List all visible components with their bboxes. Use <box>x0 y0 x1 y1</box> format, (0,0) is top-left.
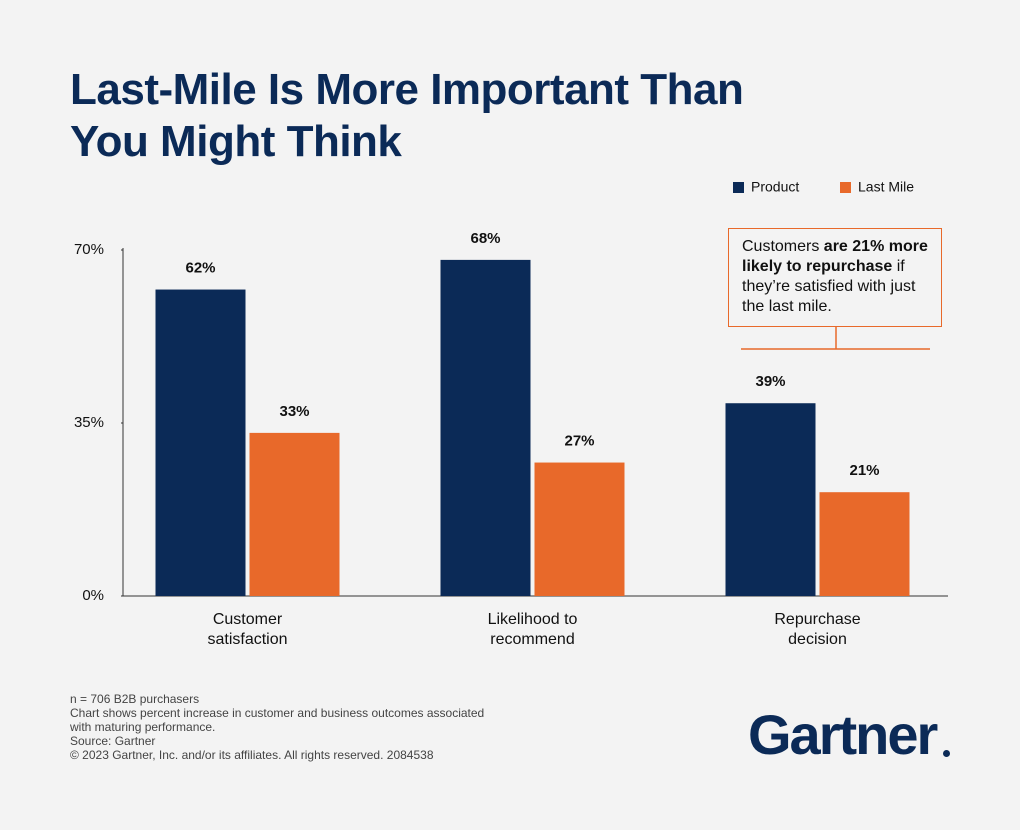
legend-swatch <box>733 182 744 193</box>
footnote: Chart shows percent increase in customer… <box>70 706 485 734</box>
footnotes: n = 706 B2B purchasers Chart shows percen… <box>70 692 490 762</box>
value-label: 62% <box>185 260 215 277</box>
footnote: © 2023 Gartner, Inc. and/or its affiliat… <box>70 748 434 762</box>
bar <box>155 289 246 596</box>
bar <box>249 432 340 596</box>
value-label: 33% <box>279 403 309 420</box>
y-tick-label: 0% <box>82 587 104 604</box>
bar <box>440 259 531 596</box>
value-label: 68% <box>470 230 500 247</box>
legend-swatch <box>840 182 851 193</box>
legend-label: Last Mile <box>858 179 914 195</box>
annotation-text: if they’re satisfied with just the last … <box>742 258 916 315</box>
value-label: 27% <box>564 433 594 450</box>
bar <box>725 403 816 596</box>
annotation-text: Customers <box>742 238 824 255</box>
footnote: Source: Gartner <box>70 734 156 748</box>
bar <box>819 492 910 596</box>
x-tick-label: Customer satisfaction <box>207 611 288 648</box>
bar <box>534 462 625 596</box>
y-tick-label: 35% <box>74 414 104 431</box>
legend-label: Product <box>751 179 799 195</box>
logo-mark <box>943 750 950 757</box>
x-tick-label: Repurchase decision <box>774 611 861 648</box>
y-tick-label: 70% <box>74 241 104 258</box>
value-label: 21% <box>849 462 879 479</box>
chart-title: Last-Mile Is More Important Than You Mig… <box>70 65 744 166</box>
logo: Gartner <box>748 703 938 766</box>
value-label: 39% <box>755 373 785 390</box>
footnote: n = 706 B2B purchasers <box>70 692 200 706</box>
annotation-text: are 21% more likely to repurchase <box>742 238 928 275</box>
x-tick-label: Likelihood to recommend <box>487 611 578 648</box>
annotation: Customers are 21% more likely to repurch… <box>728 228 942 327</box>
